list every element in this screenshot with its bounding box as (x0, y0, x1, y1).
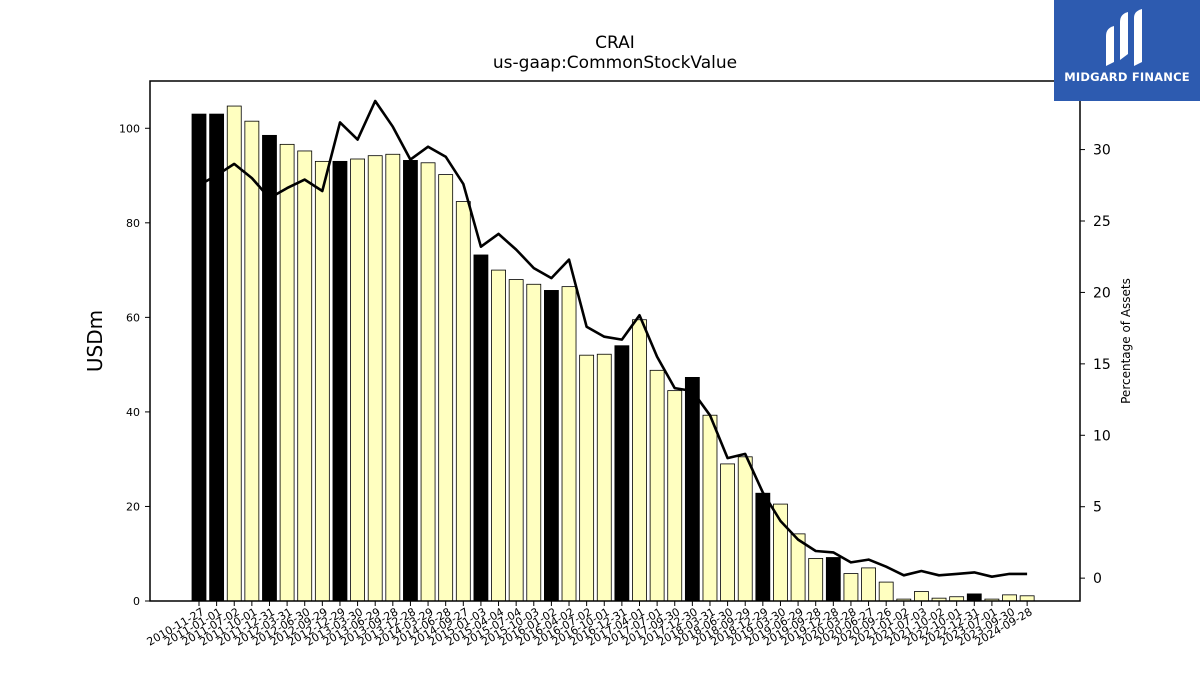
brand-logo: MIDGARD FINANCE (1054, 0, 1200, 101)
y-tick-label: 100 (119, 122, 140, 135)
y2-axis-label: Percentage of Assets (1119, 278, 1133, 404)
bar (702, 414, 718, 602)
y2-tick-label: 15 (1093, 357, 1111, 373)
line-group (198, 99, 1028, 579)
bar (508, 279, 524, 602)
bar (843, 573, 859, 602)
bar (297, 150, 313, 602)
y-tick-label: 60 (126, 311, 140, 324)
bar (720, 463, 735, 602)
bar (966, 593, 982, 602)
bar (244, 120, 260, 602)
bar (667, 390, 683, 602)
bar (579, 354, 595, 602)
bar (878, 581, 894, 602)
logo-text: MIDGARD FINANCE (1064, 70, 1190, 84)
bar (649, 369, 665, 602)
y-tick-label: 80 (126, 217, 140, 230)
bar (632, 319, 647, 602)
bar (262, 134, 277, 602)
bar (226, 105, 242, 602)
y2-tick-label: 10 (1093, 428, 1111, 444)
axes: 0204060801000510152025302010-11-272011-0… (119, 80, 1111, 649)
bar (314, 160, 330, 602)
bar (367, 155, 383, 602)
y2-tick-label: 5 (1093, 500, 1102, 516)
bar (403, 160, 418, 602)
bar (1002, 594, 1017, 602)
y2-tick-label: 25 (1093, 214, 1111, 230)
logo-mark-icon (1106, 9, 1142, 66)
bar (332, 160, 348, 602)
y2-tick-label: 30 (1093, 143, 1111, 159)
bar (420, 162, 436, 602)
bar (825, 557, 841, 602)
chart-title: CRAI (595, 33, 635, 53)
bar (191, 113, 207, 602)
y2-tick-label: 20 (1093, 285, 1111, 301)
y-tick-label: 20 (126, 500, 140, 513)
series-line (198, 99, 1028, 579)
bar (1019, 595, 1035, 602)
bar (209, 113, 225, 602)
bar (614, 345, 630, 602)
y-tick-label: 0 (133, 595, 140, 608)
bar (808, 558, 824, 602)
y2-tick-label: 0 (1093, 571, 1102, 587)
bar (561, 286, 577, 602)
bar (544, 290, 559, 602)
y-axis-label: USDm (83, 310, 107, 372)
bar (455, 201, 471, 602)
y-tick-label: 40 (126, 406, 140, 419)
bar (755, 492, 771, 602)
plot-frame (149, 80, 1081, 602)
bar (438, 174, 454, 602)
bar (526, 283, 542, 602)
bar (350, 158, 365, 602)
bar (596, 353, 612, 602)
chart-subtitle: us-gaap:CommonStockValue (493, 53, 737, 73)
bar (684, 376, 700, 602)
bar-group (191, 105, 1035, 602)
bar (491, 269, 506, 602)
bar (279, 143, 295, 602)
bar (737, 456, 753, 602)
bar (861, 567, 876, 602)
bar (473, 254, 489, 602)
bar (385, 153, 401, 602)
bar (914, 591, 929, 602)
